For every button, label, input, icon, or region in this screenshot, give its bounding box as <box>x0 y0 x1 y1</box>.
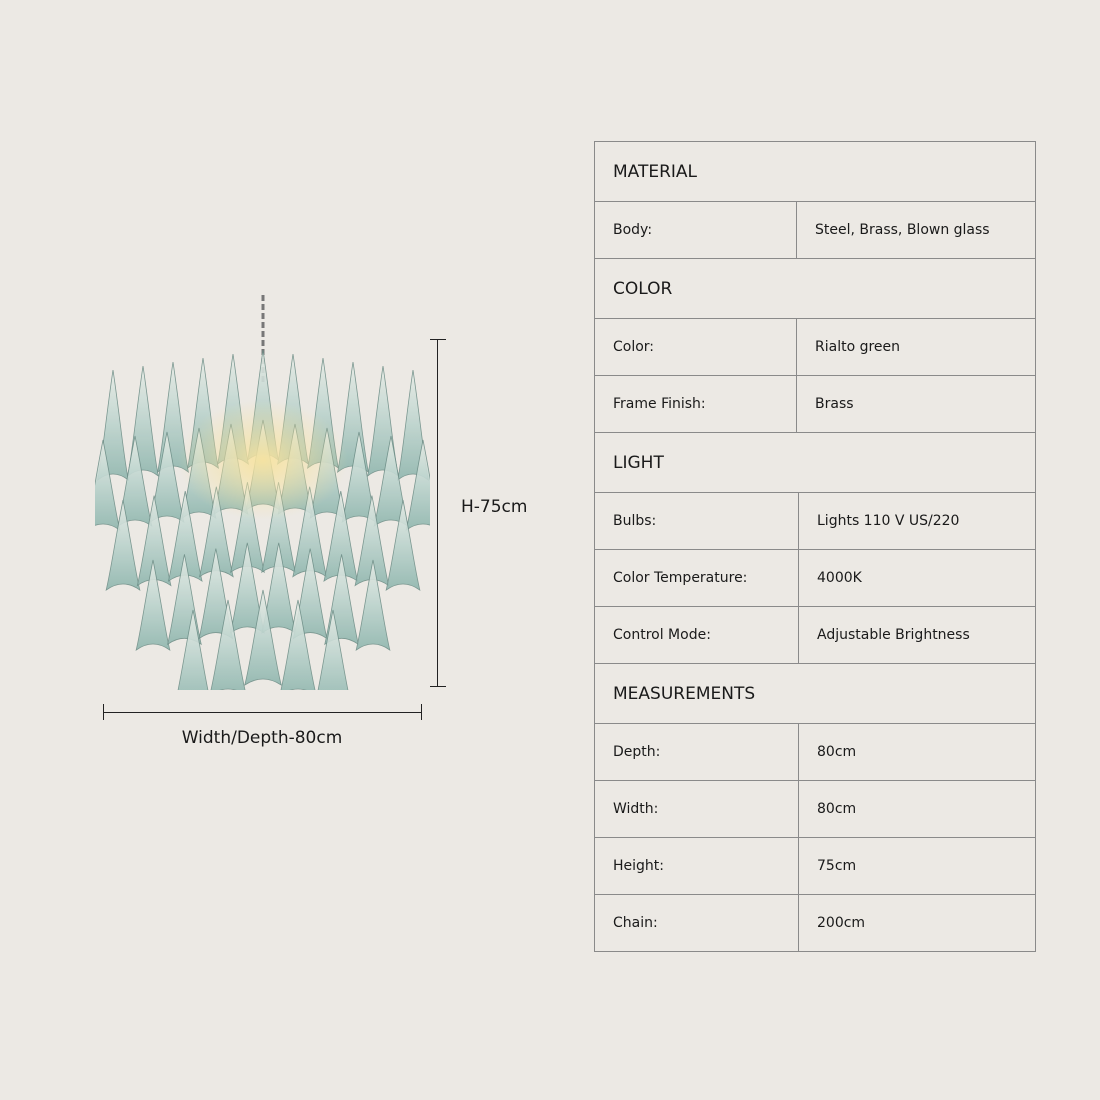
spec-value: Lights 110 V US/220 <box>817 513 960 529</box>
spec-key: Control Mode: <box>595 607 799 663</box>
spec-row: Color: Rialto green <box>595 319 1036 376</box>
spec-key: Depth: <box>595 724 799 780</box>
section-header: LIGHT <box>595 433 1036 493</box>
height-dimension-cap-top <box>430 339 446 340</box>
spec-value: 80cm <box>817 744 857 760</box>
spec-value: 80cm <box>817 801 857 817</box>
spec-row: Height: 75cm <box>595 838 1036 895</box>
chandelier-image <box>85 290 441 706</box>
height-dimension-cap-bottom <box>430 686 446 687</box>
glass-petal <box>149 431 185 523</box>
spec-row: Depth: 80cm <box>595 724 1036 781</box>
spec-key: Chain: <box>595 895 799 951</box>
height-dimension-line <box>437 339 438 686</box>
spec-row: Chain: 200cm <box>595 895 1036 952</box>
spec-key: Frame Finish: <box>595 376 797 432</box>
spec-row: Body: Steel, Brass, Blown glass <box>595 202 1036 259</box>
spec-row: Color Temperature: 4000K <box>595 550 1036 607</box>
chandelier-illustration <box>85 295 441 706</box>
spec-value: Adjustable Brightness <box>817 627 970 643</box>
spec-key: Width: <box>595 781 799 837</box>
glass-petal <box>85 439 121 531</box>
width-dimension-line <box>103 712 421 713</box>
glass-petal <box>385 499 421 591</box>
spec-value: Brass <box>815 396 854 412</box>
section-header: COLOR <box>595 259 1036 319</box>
glass-petal <box>355 559 391 651</box>
glass-petal <box>373 435 409 527</box>
light-glow <box>178 400 348 520</box>
spec-key: Color Temperature: <box>595 550 799 606</box>
section-header: MATERIAL <box>595 142 1036 202</box>
glass-petal <box>279 599 317 696</box>
spec-row: Width: 80cm <box>595 781 1036 838</box>
glass-petal <box>244 589 282 686</box>
spec-value: 200cm <box>817 915 866 931</box>
width-dimension-cap-left <box>103 704 104 720</box>
glass-petal <box>135 559 171 651</box>
glass-petal <box>117 435 153 527</box>
spec-value: 75cm <box>817 858 857 874</box>
section-header: MEASUREMENTS <box>595 664 1036 724</box>
glass-petal <box>229 542 265 634</box>
width-dimension-cap-right <box>421 704 422 720</box>
spec-value: 4000K <box>817 570 862 586</box>
spec-key: Bulbs: <box>595 493 799 549</box>
glass-petal <box>105 499 141 591</box>
spec-key: Body: <box>595 202 797 258</box>
glass-petal <box>292 548 328 640</box>
spec-row: Control Mode: Adjustable Brightness <box>595 607 1036 664</box>
spec-value: Steel, Brass, Blown glass <box>815 222 990 238</box>
glass-petal <box>341 431 377 523</box>
height-label: H-75cm <box>461 497 528 517</box>
spec-row: Bulbs: Lights 110 V US/220 <box>595 493 1036 550</box>
spec-table: MATERIAL Body: Steel, Brass, Blown glass CO… <box>594 141 1036 952</box>
spec-key: Height: <box>595 838 799 894</box>
spec-value: Rialto green <box>815 339 901 355</box>
width-label: Width/Depth-80cm <box>181 728 343 748</box>
glass-petal <box>209 599 247 696</box>
spec-row: Frame Finish: Brass <box>595 376 1036 433</box>
glass-petal <box>198 548 234 640</box>
glass-petal <box>261 542 297 634</box>
spec-key: Color: <box>595 319 797 375</box>
